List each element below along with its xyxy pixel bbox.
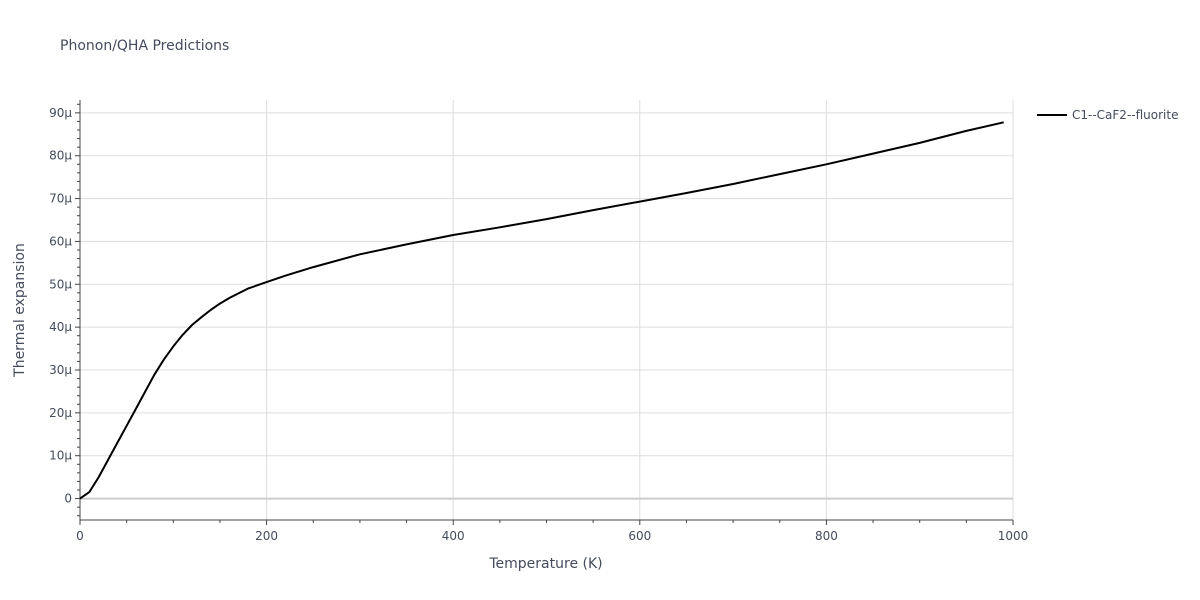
y-axis-title: Thermal expansion [12,243,28,378]
y-tick-label: 90µ [49,106,72,120]
x-tick-label: 200 [255,529,278,543]
y-tick-label: 20µ [49,406,72,420]
series [79,121,1004,500]
legend-label: C1--CaF2--fluorite [1072,108,1178,122]
y-tick-label: 60µ [49,234,72,248]
x-tick-label: 0 [76,529,84,543]
x-tick-label: 400 [442,529,465,543]
axes: 0 200 400 600 800 1000 0 10µ 20µ 30µ 40µ 50µ 60µ 70µ 8… [49,100,1028,543]
y-tick-label: 30µ [49,363,72,377]
grid [80,100,1014,520]
chart-title: Phonon/QHA Predictions [60,38,229,54]
series-line-0 [79,121,1004,500]
y-tick-label: 0 [64,492,72,506]
y-tick-label: 40µ [49,320,72,334]
y-tick-label: 50µ [49,277,72,291]
x-tick-label: 600 [628,529,651,543]
x-axis-title: Temperature (K) [488,556,602,572]
y-tick-label: 10µ [49,449,72,463]
legend[interactable]: C1--CaF2--fluorite [1037,108,1178,122]
y-tick-label: 70µ [49,192,72,206]
y-tick-label: 80µ [49,149,72,163]
x-tick-label: 1000 [998,529,1029,543]
x-tick-label: 800 [815,529,838,543]
